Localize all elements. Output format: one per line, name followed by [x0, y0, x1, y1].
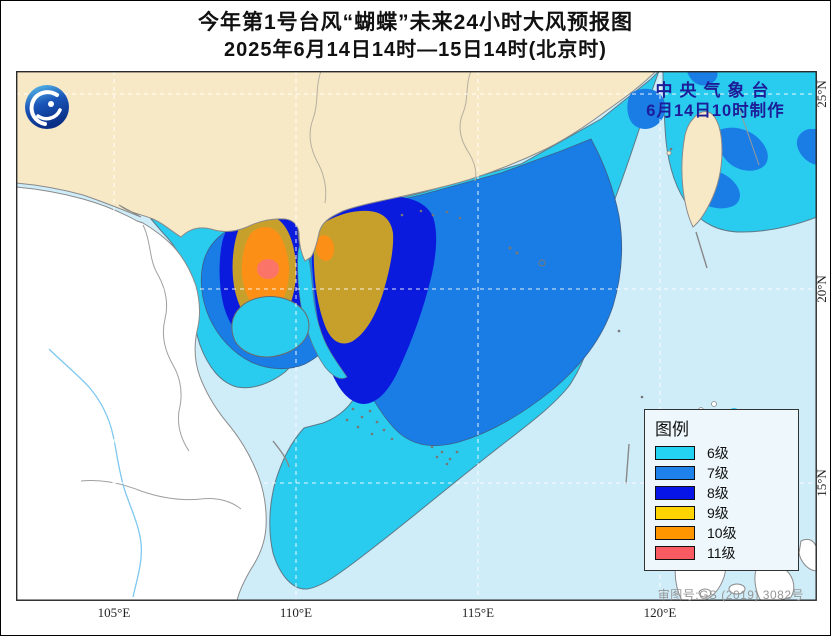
wind-area-lv10-east-spot [315, 235, 335, 261]
legend-row: 7级 [655, 463, 798, 483]
dongsha-atoll [538, 259, 546, 267]
legend-row: 8级 [655, 483, 798, 503]
legend-label: 7级 [707, 465, 729, 481]
approval-number: 审图号:GS (2019) 3082号 [657, 588, 804, 602]
axis-label-lat-20n: 20°N [814, 275, 829, 303]
border-china-province-2 [459, 71, 477, 182]
axis-label-lon-105e: 105°E [97, 605, 131, 620]
legend-swatch-lv11 [655, 546, 695, 560]
legend-label: 11级 [707, 545, 736, 561]
border-vietnam-laos [142, 224, 190, 452]
wind-area-lv6-channel [297, 238, 348, 379]
islet-babuyan-2 [711, 401, 717, 407]
legend-swatch-lv6 [655, 446, 695, 460]
legend: 图例 6级 7级 8级 9级 10级 11级 [644, 409, 799, 571]
china-mainland [16, 71, 657, 262]
taiwan-island [681, 111, 723, 228]
title-block: 今年第1号台风“蝴蝶”未来24小时大风预报图 2025年6月14日14时—15日… [1, 9, 830, 63]
island-br-4 [698, 588, 712, 598]
legend-swatch-lv9 [655, 506, 695, 520]
legend-title: 图例 [655, 420, 689, 439]
wind-area-lv7-ne-corner [796, 129, 817, 165]
islet-penghu [666, 150, 672, 156]
mekong-river [48, 348, 143, 598]
wind-area-lv11-core [257, 259, 279, 279]
boundary-dash-south [625, 443, 630, 485]
legend-row: 10级 [655, 523, 798, 543]
border-laos-cambodia [80, 480, 242, 510]
cma-logo-icon [25, 85, 69, 129]
legend-swatch-lv8 [655, 486, 695, 500]
wind-area-lv7-topedge [687, 71, 718, 86]
indochina-land [16, 186, 267, 601]
axis-label-lon-120e: 120°E [643, 605, 677, 620]
map-title: 今年第1号台风“蝴蝶”未来24小时大风预报图 [197, 11, 634, 34]
boundary-dash-southtaiwan [695, 231, 708, 269]
axis-label-lat-15n: 15°N [814, 469, 829, 497]
legend-label: 10级 [707, 525, 737, 541]
legend-label: 6级 [707, 445, 729, 461]
wind-area-lv7-strait [627, 88, 666, 129]
wind-area-lv7-east-taiwan [716, 127, 768, 171]
island-specks [345, 147, 673, 466]
legend-label: 8级 [707, 485, 729, 501]
axis-label-lon-115e: 115°E [461, 605, 495, 620]
island-br-2 [798, 538, 817, 572]
legend-swatch-lv7 [655, 466, 695, 480]
legend-swatch-lv10 [655, 526, 695, 540]
axis-label-lat-25n: 25°N [814, 80, 829, 108]
wind-area-lv9-east [313, 210, 394, 344]
legend-label: 9级 [707, 505, 729, 521]
boundary-line-east-taiwan [737, 104, 760, 166]
map-subtitle: 2025年6月14日14时—15日14时(北京时) [224, 39, 607, 61]
axis-label-lon-110e: 110°E [279, 605, 313, 620]
legend-row: 6级 [655, 443, 798, 463]
map-frame [16, 71, 817, 601]
border-china-province-1 [309, 71, 327, 204]
legend-row: 9级 [655, 503, 798, 523]
boundary-dash-west [272, 440, 290, 468]
legend-row: 11级 [655, 543, 798, 563]
island-br-3 [728, 583, 746, 595]
hainan-island [231, 296, 310, 358]
